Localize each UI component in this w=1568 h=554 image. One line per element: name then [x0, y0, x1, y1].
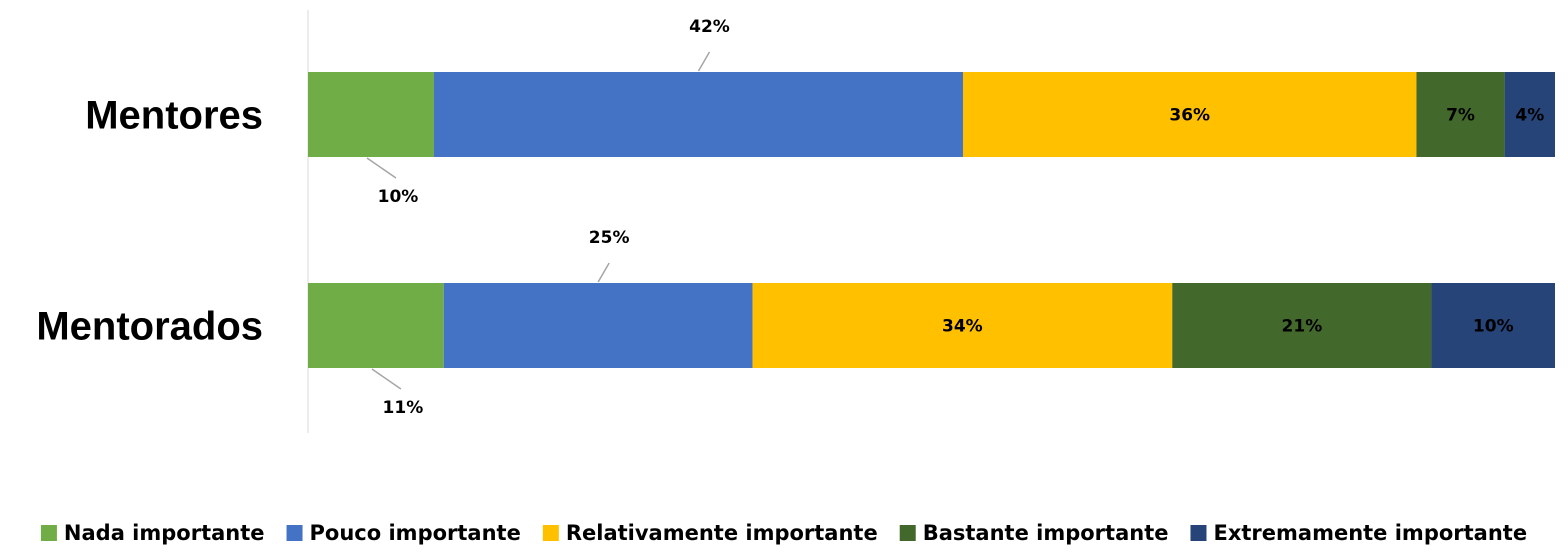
- category-label: Mentorados: [36, 305, 263, 349]
- legend-item: Nada importante: [40, 521, 265, 545]
- legend: Nada importante Pouco importante Relativam…: [40, 521, 1527, 545]
- legend-label: Pouco importante: [310, 521, 521, 545]
- legend-swatch: [542, 525, 559, 541]
- bar-segment: [752, 283, 1173, 368]
- bar-segment: [1172, 283, 1432, 368]
- leader-line: [366, 157, 397, 179]
- legend-swatch: [286, 525, 303, 541]
- legend-label: Extremamente importante: [1213, 521, 1527, 545]
- data-label: 4%: [1515, 106, 1544, 126]
- category-labels: Mentores Mentorados: [36, 94, 263, 349]
- data-label: 36%: [1169, 106, 1210, 126]
- legend-swatch: [1190, 525, 1207, 541]
- bar-segment: [433, 72, 963, 157]
- legend-swatch: [899, 525, 916, 541]
- bar-segment: [1504, 72, 1555, 157]
- data-label: 42%: [689, 17, 730, 37]
- data-label: 25%: [589, 228, 630, 248]
- leader-line: [597, 262, 610, 283]
- bar-segment: [308, 283, 444, 368]
- leader-line: [371, 368, 402, 390]
- category-label: Mentores: [85, 94, 263, 138]
- data-label: 10%: [1473, 317, 1514, 337]
- legend-item: Relativamente importante: [542, 521, 878, 545]
- bar-segment: [308, 72, 434, 157]
- data-label: 10%: [378, 187, 419, 207]
- bar-segment: [1416, 72, 1505, 157]
- data-label: 7%: [1446, 106, 1475, 126]
- legend-label: Relativamente importante: [566, 521, 878, 545]
- data-label: 34%: [942, 317, 983, 337]
- legend-item: Bastante importante: [899, 521, 1169, 545]
- bars: [308, 72, 1555, 368]
- bar-segment: [962, 72, 1417, 157]
- legend-label: Bastante importante: [923, 521, 1169, 545]
- legend-item: Pouco importante: [286, 521, 521, 545]
- legend-label: Nada importante: [64, 521, 265, 545]
- data-label: 21%: [1282, 317, 1323, 337]
- legend-item: Extremamente importante: [1190, 521, 1527, 545]
- bar-segment: [1431, 283, 1555, 368]
- data-labels: 10% 42% 36% 7% 4% 11% 25% 34% 21% 10%: [378, 17, 1545, 418]
- legend-swatch: [40, 525, 57, 541]
- bar-segment: [443, 283, 753, 368]
- leader-lines: [366, 51, 711, 390]
- data-label: 11%: [383, 398, 424, 418]
- leader-line: [697, 51, 711, 72]
